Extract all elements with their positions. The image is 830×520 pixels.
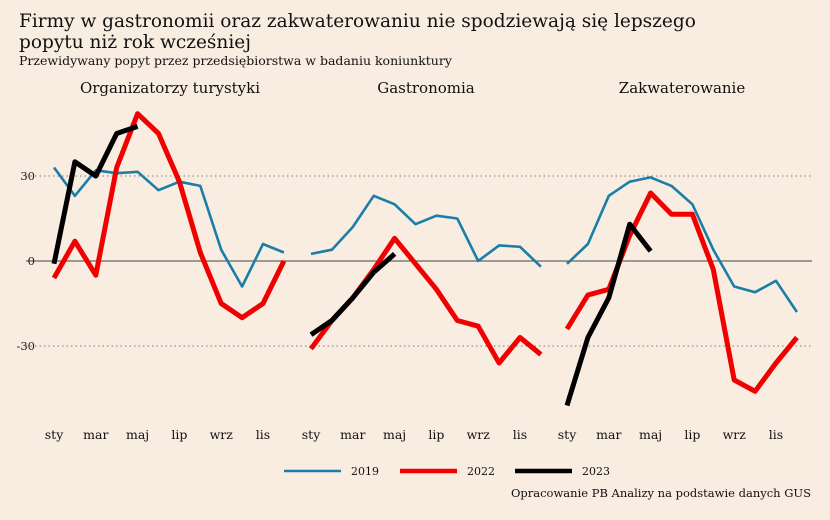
- x-tick-label: wrz: [467, 427, 491, 442]
- series-line-2019: [310, 194, 542, 268]
- series-line-2022: [308, 235, 543, 366]
- series-line-2022: [51, 111, 287, 321]
- chart-subtitle: Przewidywany popyt przez przedsiębiorstw…: [19, 53, 452, 68]
- series-line-2023: [309, 252, 397, 337]
- x-tick-label: lis: [769, 427, 783, 442]
- panel-1: Organizatorzy turystyki sty mar maj lip wrz li…: [45, 79, 287, 442]
- x-tick-label: wrz: [723, 427, 747, 442]
- x-tick-label: sty: [558, 427, 577, 442]
- x-tick-label: lis: [256, 427, 270, 442]
- series-line-2023: [564, 221, 653, 407]
- x-tick-label: lip: [684, 427, 700, 442]
- panel-3: Zakwaterowanie sty mar maj lip wrz lis: [558, 79, 799, 442]
- series-line-2022: [564, 190, 799, 394]
- x-tick-label: mar: [596, 427, 621, 442]
- panel-2: Gastronomia sty mar maj lip wrz lis: [302, 79, 543, 442]
- y-tick-label: -30: [16, 339, 35, 353]
- chart-title: Firmy w gastronomii oraz zakwaterowaniu …: [19, 11, 696, 53]
- x-tick-label: lip: [171, 427, 187, 442]
- series-line-2019: [52, 166, 285, 288]
- x-tick-label: sty: [302, 427, 321, 442]
- x-tick-label: lip: [428, 427, 444, 442]
- source-note: Opracowanie PB Analizy na podstawie dany…: [510, 486, 811, 500]
- legend-label: 2023: [582, 465, 610, 478]
- y-tick-label: 0: [28, 254, 35, 268]
- x-tick-label: maj: [639, 427, 662, 442]
- x-tick-label: sty: [45, 427, 64, 442]
- legend: 2019 2022 2023: [284, 465, 610, 478]
- x-tick-label: wrz: [210, 427, 234, 442]
- series-line-2019: [566, 176, 798, 313]
- legend-label: 2022: [467, 465, 495, 478]
- series-line-2023: [51, 124, 139, 265]
- y-tick-label: 30: [20, 169, 35, 183]
- x-tick-label: mar: [83, 427, 108, 442]
- x-tick-label: maj: [126, 427, 149, 442]
- panel-title: Zakwaterowanie: [619, 79, 746, 97]
- x-tick-label: mar: [340, 427, 365, 442]
- x-tick-label: lis: [513, 427, 527, 442]
- panel-title: Gastronomia: [377, 79, 475, 97]
- x-tick-label: maj: [383, 427, 406, 442]
- panel-title: Organizatorzy turystyki: [80, 79, 260, 97]
- legend-label: 2019: [351, 465, 379, 478]
